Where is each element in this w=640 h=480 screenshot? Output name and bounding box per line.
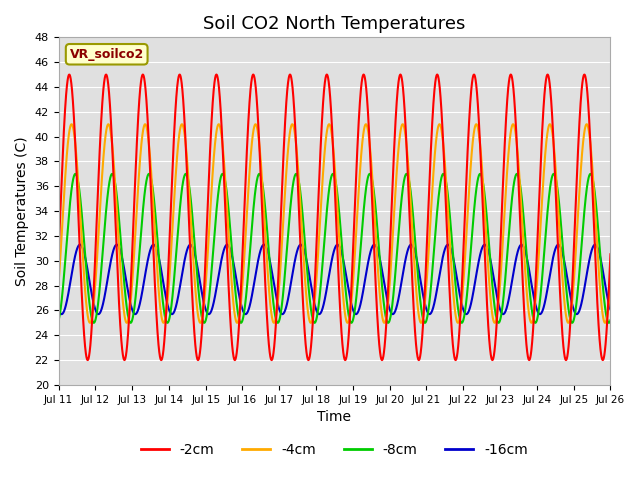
Y-axis label: Soil Temperatures (C): Soil Temperatures (C) <box>15 136 29 286</box>
Legend: -2cm, -4cm, -8cm, -16cm: -2cm, -4cm, -8cm, -16cm <box>136 437 534 462</box>
X-axis label: Time: Time <box>317 410 351 424</box>
Title: Soil CO2 North Temperatures: Soil CO2 North Temperatures <box>204 15 466 33</box>
Text: VR_soilco2: VR_soilco2 <box>70 48 144 61</box>
